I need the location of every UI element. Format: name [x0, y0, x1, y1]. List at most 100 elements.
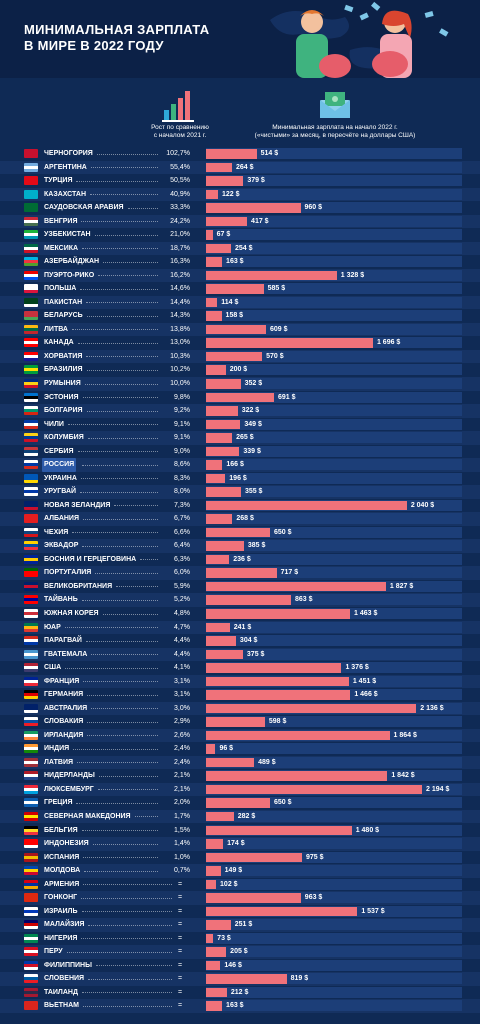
country-flag-icon [24, 960, 38, 970]
chart-row: ИНДИЯ 2,4% 96 $ [0, 742, 480, 756]
chart-row: ВЬЕТНАМ = 163 $ [0, 999, 480, 1013]
money-envelope-icon [320, 92, 350, 118]
country-flag-icon [24, 839, 38, 849]
country-flag-icon [24, 460, 38, 470]
leader-dots [86, 302, 158, 304]
legend-growth-line-2: с началом 2021 г. [153, 132, 207, 139]
country-flag-icon [24, 203, 38, 213]
bar-track [206, 946, 462, 958]
chart-row: ЭСТОНИЯ 9,8% 691 $ [0, 391, 480, 405]
leader-dots [93, 843, 158, 845]
leader-dots [76, 802, 158, 804]
chart-row: ЮЖНАЯ КОРЕЯ 4,8% 1 463 $ [0, 607, 480, 621]
wage-bar [206, 784, 422, 795]
wage-value-label: 254 $ [235, 244, 253, 252]
wage-value-label: 73 $ [217, 934, 231, 942]
country-flag-icon [24, 703, 38, 713]
growth-value: 6,0% [174, 569, 190, 577]
wage-bar [206, 852, 302, 863]
growth-value: 18,7% [170, 244, 190, 252]
country-name: ЭКВАДОР [44, 542, 79, 550]
country-flag-icon [24, 216, 38, 226]
wage-value-label: 691 $ [278, 393, 296, 401]
wage-bar [206, 365, 226, 375]
legend-wage-line-2: («чистыми» за месяц, в пересчёте на долл… [254, 132, 416, 139]
wage-value-label: 585 $ [267, 285, 286, 293]
wage-bar [206, 338, 373, 348]
country-flag-icon [24, 757, 38, 767]
chart-row: ФИЛИППИНЫ = 146 $ [0, 959, 480, 973]
wage-value-label: 609 $ [269, 325, 288, 333]
leader-dots [95, 234, 158, 236]
country-name: БЕЛЬГИЯ [44, 826, 78, 834]
wage-bar [206, 663, 342, 673]
country-name: АЛБАНИЯ [44, 515, 79, 523]
leader-dots [135, 816, 158, 818]
growth-value: 16,3% [170, 258, 190, 266]
wage-value-label: 1 480 $ [355, 826, 380, 834]
leader-dots [83, 518, 158, 520]
decorative-icon-illustration [270, 1, 449, 78]
country-flag-icon [24, 446, 38, 456]
country-flag-icon [24, 811, 38, 821]
wage-bar [206, 433, 233, 443]
leader-dots [114, 505, 158, 507]
wage-value-label: 163 $ [226, 1002, 244, 1010]
leader-dots [91, 708, 158, 710]
country-name: АЗЕРБАЙДЖАН [44, 258, 100, 266]
leader-dots [65, 667, 158, 669]
wage-value-label: 268 $ [236, 515, 254, 523]
wage-value-label: 102 $ [220, 880, 238, 888]
growth-value: 6,7% [174, 515, 190, 523]
leader-dots [82, 545, 158, 547]
chart-row: СЛОВЕНИЯ = 819 $ [0, 972, 480, 986]
growth-value: 4,4% [174, 637, 190, 645]
chart-row: НОВАЯ ЗЕЛАНДИЯ 7,3% 2 040 $ [0, 499, 480, 513]
wage-bar [206, 176, 244, 186]
country-name: ПАРАГВАЙ [44, 637, 82, 645]
country-name: ЧЕРНОГОРИЯ [44, 150, 93, 157]
leader-dots [67, 951, 172, 953]
country-flag-icon [24, 717, 38, 727]
country-name: ГЕРМАНИЯ [44, 691, 84, 699]
wage-bar [206, 920, 231, 930]
wage-value-label: 241 $ [233, 623, 252, 631]
growth-value: 40,9% [170, 190, 190, 198]
chart-row: УРУГВАЙ 8,0% 355 $ [0, 485, 480, 499]
wage-bar [206, 162, 232, 173]
country-flag-icon [24, 906, 38, 916]
country-name: АРМЕНИЯ [44, 880, 80, 888]
growth-value: = [177, 1002, 183, 1010]
country-name: ФИЛИППИНЫ [44, 961, 92, 969]
bar-track [206, 526, 462, 538]
chart-row: АРГЕНТИНА 55,4% 264 $ [0, 160, 480, 175]
country-name: УЗБЕКИСТАН [44, 231, 91, 239]
country-flag-icon [24, 852, 38, 862]
chart-row: МАЛАЙЗИЯ = 251 $ [0, 918, 480, 932]
chart-row: ПОЛЬША 14,6% 585 $ [0, 282, 480, 296]
growth-value: 7,3% [174, 501, 190, 509]
bar-track [206, 635, 462, 647]
country-name: АРГЕНТИНА [44, 163, 87, 171]
country-flag-icon [24, 893, 38, 903]
country-flag-icon [24, 581, 38, 591]
wage-bar [206, 297, 218, 308]
growth-value: 1,5% [174, 826, 190, 834]
leader-dots [128, 207, 158, 209]
country-name: ЧИЛИ [44, 420, 64, 428]
growth-value: 6,3% [174, 555, 190, 563]
growth-value: = [177, 894, 183, 902]
growth-value: 2,6% [174, 731, 190, 739]
leader-dots [116, 586, 158, 588]
wage-value-label: 570 $ [266, 352, 284, 360]
wage-bar [206, 500, 407, 511]
chart-row: ИЗРАИЛЬ = 1 537 $ [0, 905, 480, 919]
chart-row: БЕЛЬГИЯ 1,5% 1 480 $ [0, 824, 480, 838]
wage-value-label: 863 $ [294, 596, 313, 604]
country-name: ИНДОНЕЗИЯ [44, 840, 89, 848]
wage-bar [206, 717, 265, 727]
growth-value: 102,7% [166, 150, 190, 157]
growth-value: 2,9% [174, 718, 190, 726]
leader-dots [91, 654, 158, 656]
bar-track [206, 148, 462, 159]
